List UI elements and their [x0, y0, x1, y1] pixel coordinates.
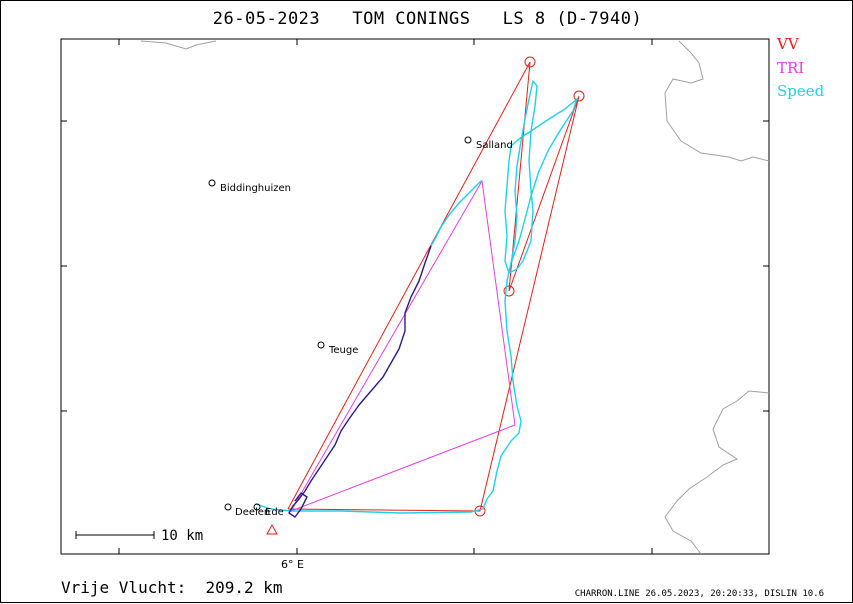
plot-frame — [60, 38, 770, 555]
axis-ticks — [61, 39, 769, 554]
place-label-deelen: Deelen — [235, 507, 270, 518]
place-label-biddinghuizen: Biddinghuizen — [220, 183, 291, 194]
country-borders — [140, 40, 770, 555]
flight-track — [255, 80, 578, 518]
border-line-southeast — [664, 390, 770, 555]
longitude-label: 6° E — [281, 558, 304, 571]
legend-tri: TRI — [777, 59, 805, 77]
free-flight-distance: Vrije Vlucht: 209.2 km — [61, 578, 283, 597]
place-markers — [208, 136, 472, 511]
place-label-teuge: Teuge — [328, 345, 358, 356]
place-marker-ede — [253, 503, 261, 511]
legend-vv: VV — [777, 35, 799, 53]
place-marker-deelen — [224, 503, 232, 511]
place-marker-salland — [464, 136, 472, 144]
vv-route-line — [287, 61, 580, 512]
chart-title: 26-05-2023 TOM CONINGS LS 8 (D-7940) — [212, 9, 643, 29]
border-line-east — [664, 40, 770, 162]
place-marker-teuge — [317, 341, 325, 349]
tri-route — [290, 179, 516, 512]
place-marker-biddinghuizen — [208, 179, 216, 187]
scale-label: 10 km — [161, 528, 203, 544]
coast-line-north — [140, 40, 217, 50]
vv-turnpoint-1 — [524, 56, 536, 68]
track-speed-segment-2 — [430, 180, 482, 247]
scale-bar — [75, 531, 155, 539]
vv-turnpoint-3 — [503, 285, 515, 297]
start-marker — [266, 523, 278, 535]
tri-route-line — [290, 179, 516, 512]
vv-route — [266, 56, 585, 535]
place-label-salland: Salland — [476, 140, 513, 151]
track-slow-segment — [288, 245, 432, 518]
software-footer: CHARRON.LINE 26.05.2023, 20:20:33, DISLI… — [574, 589, 824, 599]
track-speed-segment-1 — [255, 80, 578, 514]
vv-turnpoint-2 — [573, 90, 585, 102]
legend-speed: Speed — [777, 82, 825, 100]
place-labels: Salland Biddinghuizen Teuge Deelen Ede — [220, 140, 513, 518]
place-label-ede: Ede — [265, 507, 284, 518]
